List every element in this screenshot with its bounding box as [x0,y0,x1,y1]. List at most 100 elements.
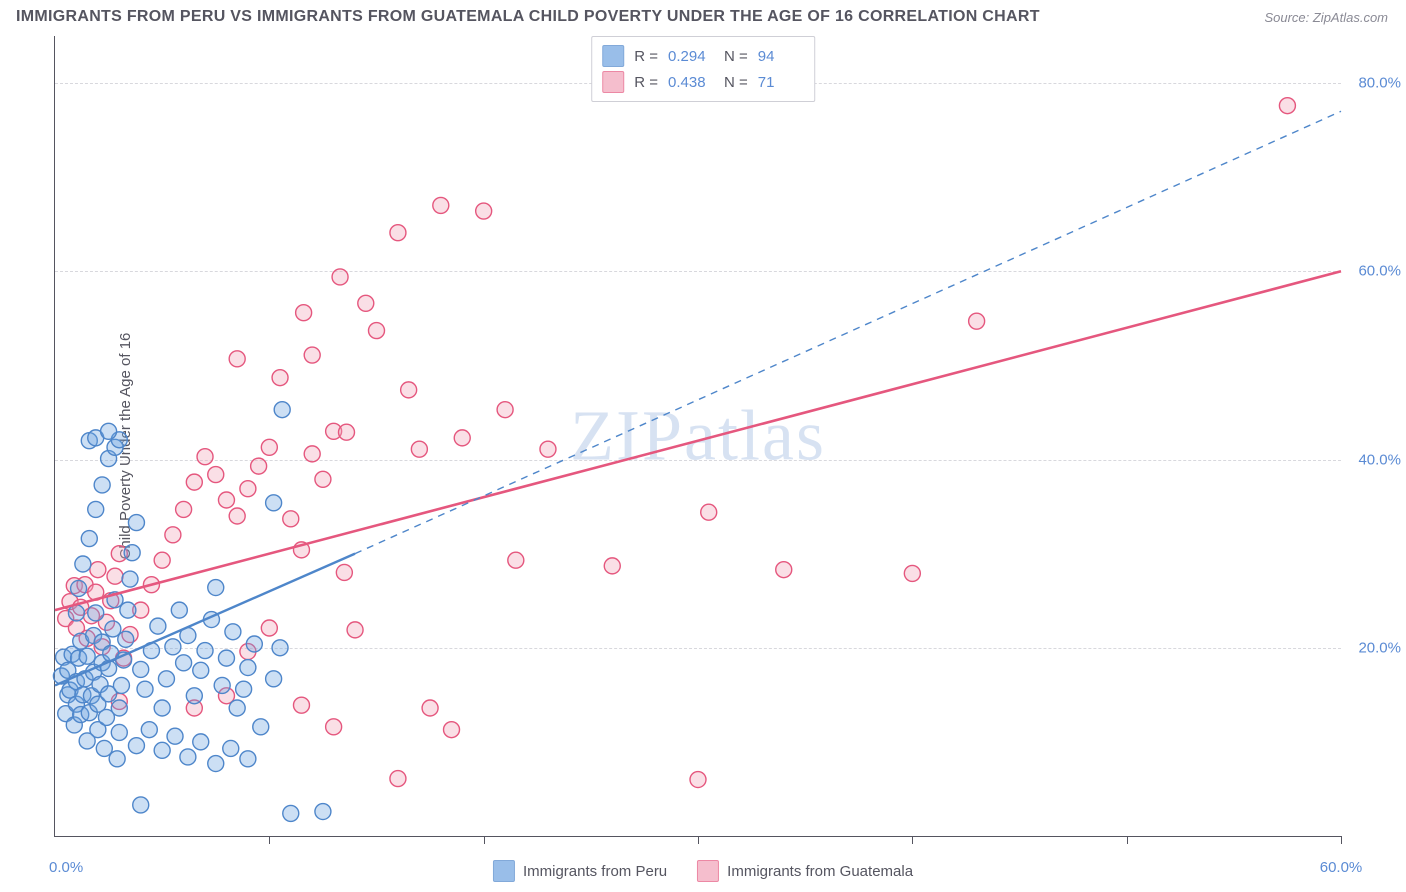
data-point [272,370,288,386]
data-point [454,430,470,446]
data-point [223,740,239,756]
data-point [411,441,427,457]
y-tick-label: 40.0% [1345,451,1401,468]
data-point [79,648,95,664]
data-point [701,504,717,520]
data-point [283,805,299,821]
data-point [122,571,138,587]
data-point [124,545,140,561]
data-point [904,565,920,581]
legend-row-peru: R = 0.294 N = 94 [602,43,804,69]
data-point [476,203,492,219]
data-point [229,508,245,524]
data-point [347,622,363,638]
legend-r-label: R = [634,74,658,91]
data-point [225,624,241,640]
legend-label-guatemala: Immigrants from Guatemala [727,863,913,880]
data-point [229,351,245,367]
legend-item-peru: Immigrants from Peru [493,860,667,882]
data-point [75,556,91,572]
data-point [176,655,192,671]
data-point [88,605,104,621]
data-point [171,602,187,618]
legend-n-label: N = [724,48,748,65]
source-attribution: Source: ZipAtlas.com [1264,10,1388,25]
legend-r-value-guatemala: 0.438 [668,74,714,91]
legend-n-value-guatemala: 71 [758,74,804,91]
legend-correlation: R = 0.294 N = 94 R = 0.438 N = 71 [591,36,815,102]
data-point [90,562,106,578]
data-point [150,618,166,634]
data-point [338,424,354,440]
data-point [154,552,170,568]
data-point [266,671,282,687]
data-point [158,671,174,687]
legend-r-value-peru: 0.294 [668,48,714,65]
data-point [304,347,320,363]
data-point [176,501,192,517]
data-point [444,722,460,738]
data-point [246,636,262,652]
legend-swatch-peru [602,45,624,67]
legend-swatch-guatemala [602,71,624,93]
data-point [358,295,374,311]
data-point [214,677,230,693]
y-tick-label: 20.0% [1345,639,1401,656]
data-point [218,650,234,666]
data-point [186,688,202,704]
data-point [604,558,620,574]
data-point [1279,98,1295,114]
data-point [68,605,84,621]
x-tick-label-origin: 0.0% [49,859,83,876]
data-point [390,225,406,241]
chart-title: IMMIGRANTS FROM PERU VS IMMIGRANTS FROM … [16,8,1040,26]
y-tick-label: 60.0% [1345,263,1401,280]
data-point [315,804,331,820]
data-point [101,423,117,439]
legend-swatch-guatemala [697,860,719,882]
scatter-svg [55,36,1341,836]
legend-swatch-peru [493,860,515,882]
data-point [540,441,556,457]
data-point [272,640,288,656]
data-point [208,580,224,596]
data-point [497,402,513,418]
data-point [274,402,290,418]
x-tick [1127,836,1128,844]
data-point [197,643,213,659]
data-point [390,771,406,787]
x-tick [269,836,270,844]
data-point [240,751,256,767]
data-point [332,269,348,285]
data-point [107,568,123,584]
data-point [251,458,267,474]
data-point [315,471,331,487]
data-point [111,700,127,716]
data-point [236,681,252,697]
trend-line-extrapolated [355,111,1341,553]
legend-label-peru: Immigrants from Peru [523,863,667,880]
data-point [133,661,149,677]
y-tick-label: 80.0% [1345,75,1401,92]
data-point [186,474,202,490]
data-point [304,446,320,462]
data-point [208,756,224,772]
data-point [253,719,269,735]
data-point [369,323,385,339]
data-point [690,772,706,788]
data-point [154,700,170,716]
x-tick [484,836,485,844]
data-point [165,639,181,655]
trend-line [55,271,1341,610]
data-point [261,620,277,636]
data-point [137,681,153,697]
data-point [296,305,312,321]
data-point [969,313,985,329]
data-point [154,742,170,758]
legend-row-guatemala: R = 0.438 N = 71 [602,69,804,95]
data-point [133,797,149,813]
x-tick-label-end: 60.0% [1320,859,1363,876]
data-point [128,515,144,531]
x-tick [698,836,699,844]
data-point [218,492,234,508]
